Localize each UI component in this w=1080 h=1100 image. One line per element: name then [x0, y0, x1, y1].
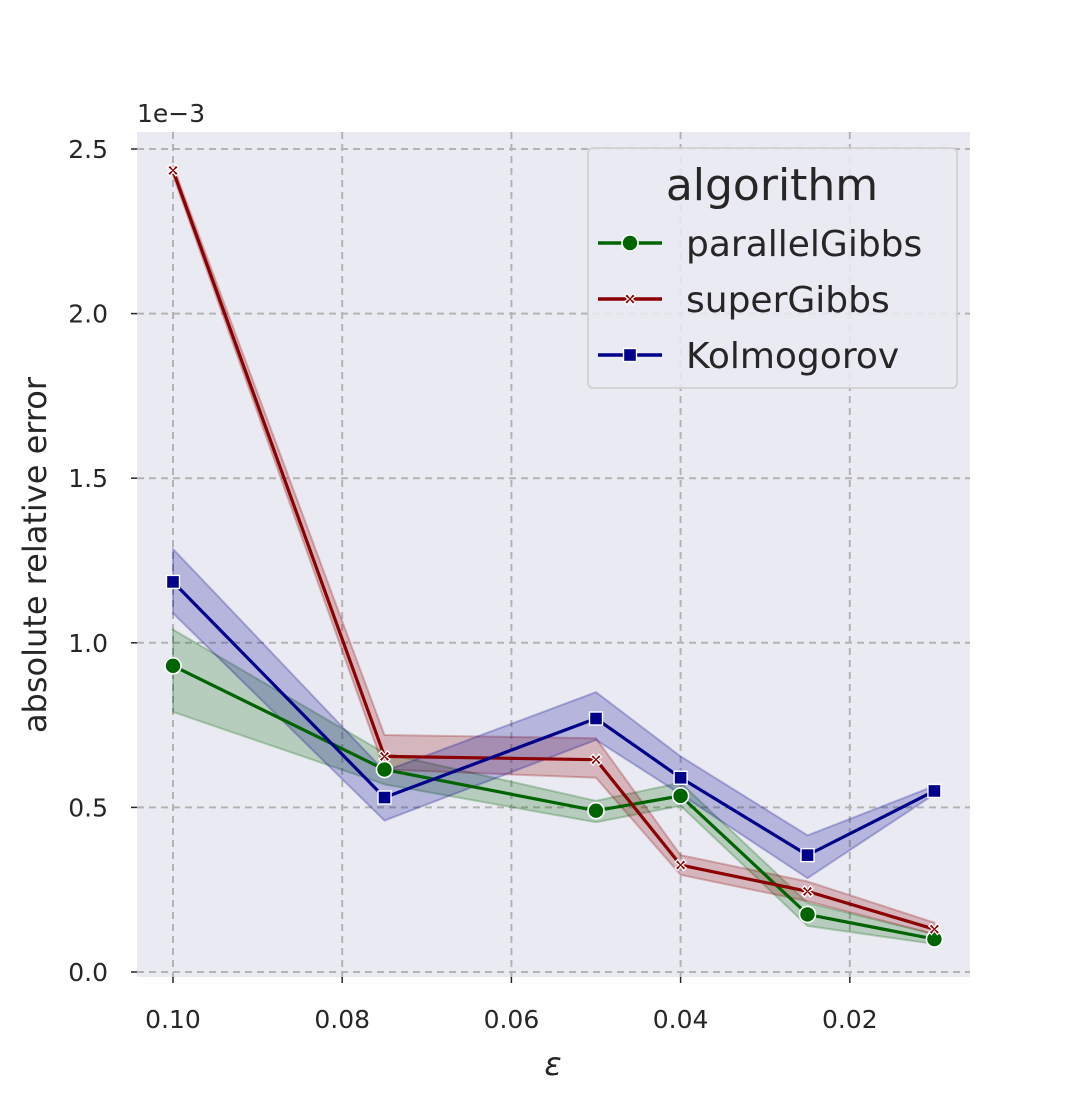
legend-box	[587, 147, 958, 389]
point-Kolmogorov	[673, 770, 688, 785]
x-axis-label: ε	[544, 1045, 561, 1083]
y-tick-label: 1.0	[68, 629, 108, 658]
point-superGibbs	[927, 922, 941, 936]
line-Kolmogorov	[171, 580, 936, 857]
y-tick-label: 2.5	[68, 135, 108, 164]
line-parallelGibbs	[172, 664, 935, 941]
y-tick-label: 1.5	[68, 464, 108, 493]
x-tick-label: 0.02	[822, 1005, 878, 1034]
point-parallelGibbs	[925, 930, 944, 948]
point-superGibbs	[801, 884, 814, 898]
legend: algorithm parallelGibbs superGibbs Kolmogor…	[587, 147, 958, 389]
point-parallelGibbs	[798, 905, 817, 924]
tick-labels: 0.10 0.08 0.06 0.04 0.02 0.0 0.5 1.0 1.5 2.0 2.5	[68, 135, 877, 1034]
point-superGibbs	[674, 858, 688, 872]
y-tick-label: 0.5	[68, 793, 108, 822]
x-tick-label: 0.08	[314, 1005, 370, 1034]
legend-marker	[621, 234, 639, 252]
point-parallelGibbs	[587, 801, 605, 820]
legend-title: algorithm	[666, 160, 878, 211]
legend-label: Kolmogorov	[686, 336, 899, 377]
legend-marker	[622, 347, 638, 363]
x-tick-label: 0.04	[653, 1005, 709, 1034]
series-lines	[171, 169, 936, 941]
legend-label: parallelGibbs	[686, 224, 922, 265]
y-tick-label: 2.0	[68, 300, 108, 329]
y-offset-label: 1e−3	[137, 99, 205, 128]
point-Kolmogorov	[927, 783, 942, 799]
point-parallelGibbs	[164, 657, 182, 675]
y-tick-label: 0.0	[68, 958, 108, 987]
legend-label: superGibbs	[686, 280, 890, 321]
point-parallelGibbs	[671, 787, 690, 805]
point-parallelGibbs	[375, 760, 394, 779]
point-Kolmogorov	[800, 847, 815, 863]
point-superGibbs	[378, 749, 391, 763]
grid	[137, 132, 970, 977]
point-Kolmogorov	[588, 711, 604, 726]
point-Kolmogorov	[165, 574, 181, 590]
x-tick-label: 0.06	[484, 1005, 540, 1034]
point-Kolmogorov	[377, 790, 392, 805]
y-axis-label: absolute relative error	[16, 376, 54, 733]
legend-marker	[623, 292, 637, 306]
x-tick-label: 0.10	[145, 1005, 201, 1034]
line-superGibbs	[171, 169, 935, 931]
point-superGibbs	[166, 163, 180, 177]
point-superGibbs	[589, 753, 603, 767]
series-markers	[164, 163, 944, 948]
